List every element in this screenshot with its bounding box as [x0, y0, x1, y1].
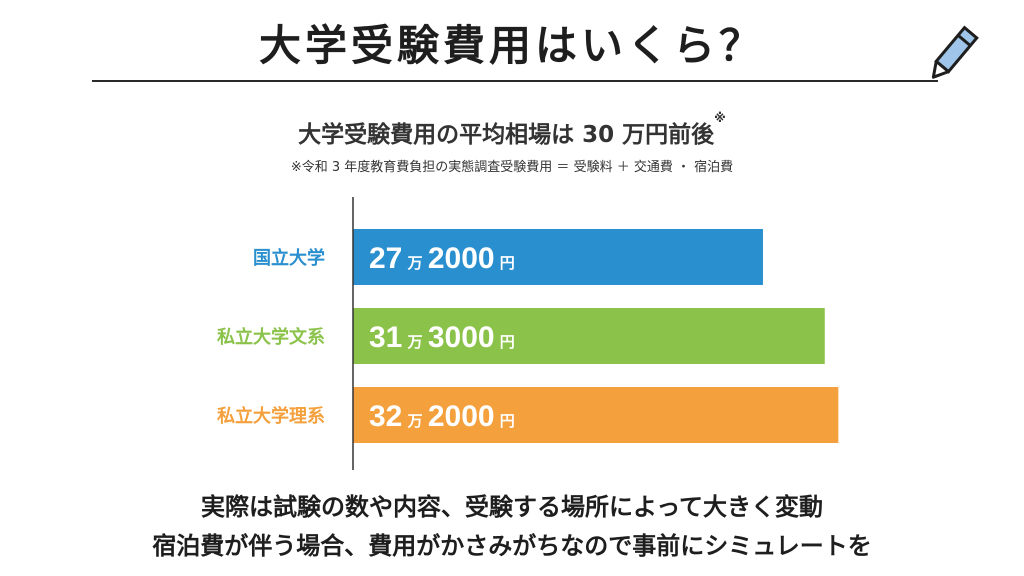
bar-2 [353, 308, 825, 364]
value-label-part: 31 [369, 321, 402, 354]
bar-1 [353, 229, 763, 285]
pencil-icon [931, 25, 979, 79]
value-label-part: 円 [495, 333, 515, 351]
category-label: 私立大学理系 [217, 405, 325, 427]
value-label-part: 万 [402, 412, 427, 430]
bottom-note-line2: 宿泊費が伴う場合、費用がかさみがちなので事前にシミュレートを [152, 532, 872, 560]
bar-3 [353, 387, 839, 443]
value-label-part: 円 [495, 254, 515, 272]
footnote: ※令和 3 年度教育費負担の実態調査受験費用 ＝ 受験料 ＋ 交通費 ・ 宿泊費 [290, 160, 734, 175]
value-label-part: 万 [402, 333, 427, 351]
category-label: 私立大学文系 [217, 326, 325, 348]
subtitle-mark: ※ [714, 111, 726, 125]
category-label: 国立大学 [253, 247, 325, 269]
bar-value-label: 27 万 2000 円 [369, 242, 515, 275]
value-label-part: 3000 [428, 321, 495, 354]
value-label-part: 円 [495, 412, 515, 430]
bar-value-label: 31 万 3000 円 [369, 321, 515, 354]
value-label-part: 2000 [428, 242, 495, 275]
bottom-note-line1: 実際は試験の数や内容、受験する場所によって大きく変動 [200, 493, 824, 521]
title-underline [92, 80, 938, 82]
value-label-part: 万 [402, 254, 427, 272]
page-title: 大学受験費用はいくら？ [258, 21, 765, 70]
value-label-part: 32 [369, 400, 402, 433]
chart-subtitle: 大学受験費用の平均相場は 30 万円前後※ [0, 111, 1024, 149]
bar-value-label: 32 万 2000 円 [369, 400, 515, 433]
subtitle-text: 大学受験費用の平均相場は 30 万円前後 [298, 122, 715, 148]
value-label-part: 27 [369, 242, 402, 275]
value-label-part: 2000 [428, 400, 495, 433]
